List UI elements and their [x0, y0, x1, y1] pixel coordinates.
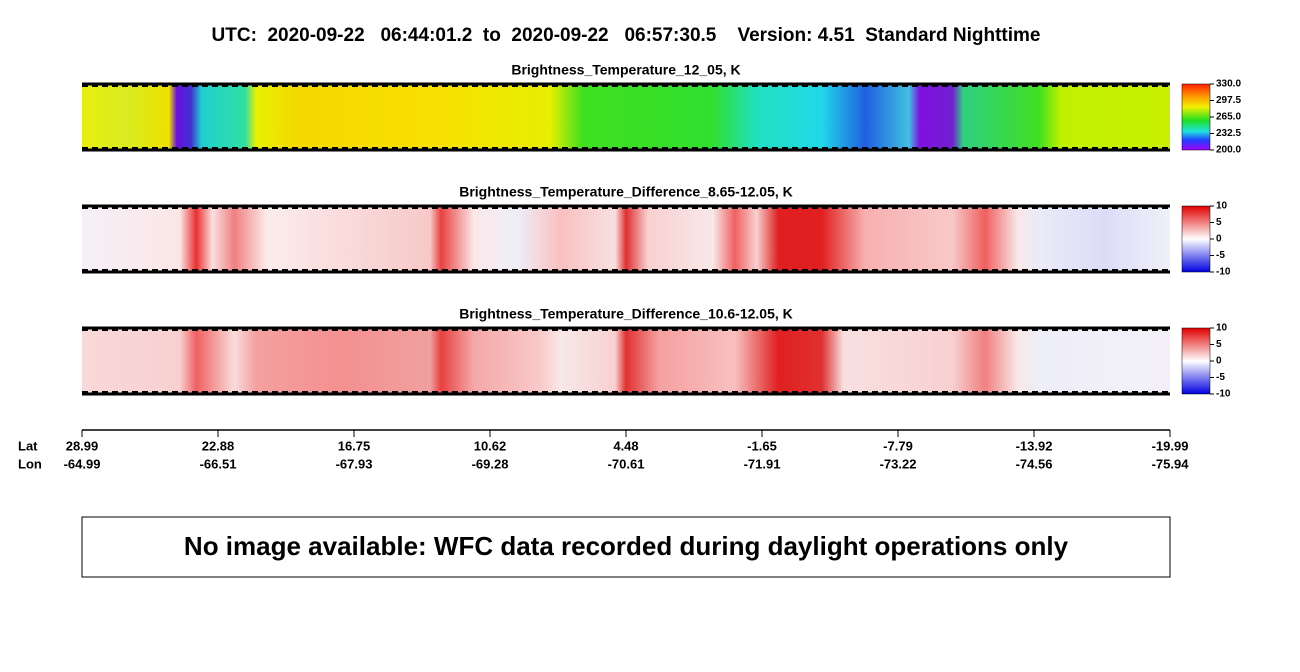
lat-label: Lat [18, 438, 38, 453]
colorbar-tick-label: 330.0 [1216, 79, 1241, 90]
lat-tick-label: -1.65 [747, 438, 777, 453]
colorbar-tick-label: 0 [1216, 356, 1222, 367]
colorbar-tick-label: 5 [1216, 217, 1222, 228]
colorbar-tick-label: -5 [1216, 372, 1225, 383]
lon-tick-label: -74.56 [1016, 456, 1053, 471]
lat-tick-label: 28.99 [66, 438, 99, 453]
lat-tick-label: -7.79 [883, 438, 913, 453]
colorbar-tick-label: -5 [1216, 250, 1225, 261]
image-strip [82, 84, 1170, 150]
colorbar-tick-label: 297.5 [1216, 95, 1241, 106]
message: No image available: WFC data recorded du… [184, 531, 1069, 561]
lon-tick-label: -67.93 [336, 456, 373, 471]
colorbar-tick-label: 200.0 [1216, 145, 1241, 156]
colorbar [1181, 83, 1211, 151]
colorbar-tick-label: 10 [1216, 201, 1228, 212]
lon-tick-label: -70.61 [608, 456, 645, 471]
lat-tick-label: 4.48 [613, 438, 638, 453]
colorbar-tick-label: 0 [1216, 234, 1222, 245]
lon-tick-label: -75.94 [1152, 456, 1190, 471]
lon-tick-label: -73.22 [880, 456, 917, 471]
colorbar-tick-label: 10 [1216, 323, 1228, 334]
lon-tick-label: -69.28 [472, 456, 509, 471]
colorbar-tick-label: 265.0 [1216, 112, 1241, 123]
lon-tick-label: -66.51 [200, 456, 237, 471]
lon-tick-label: -71.91 [744, 456, 781, 471]
colorbar-tick-label: 232.5 [1216, 128, 1241, 139]
lat-tick-label: 16.75 [338, 438, 371, 453]
colorbar [1181, 205, 1211, 273]
lat-tick-label: -13.92 [1016, 438, 1053, 453]
lon-label: Lon [18, 456, 42, 471]
colorbar-tick-label: -10 [1216, 267, 1231, 278]
lat-tick-label: 22.88 [202, 438, 235, 453]
colorbar-tick-label: -10 [1216, 389, 1231, 400]
lat-tick-label: 10.62 [474, 438, 507, 453]
lat-tick-label: -19.99 [1152, 438, 1189, 453]
title: UTC: 2020-09-22 06:44:01.2 to 2020-09-22… [212, 25, 1041, 46]
image-strip [82, 206, 1170, 272]
panel-title: Brightness_Temperature_Difference_8.65-1… [459, 184, 793, 200]
panel-title: Brightness_Temperature_Difference_10.6-1… [459, 306, 793, 322]
image-strip [82, 328, 1170, 394]
message-box [81, 516, 1171, 578]
colorbar-tick-label: 5 [1216, 339, 1222, 350]
panel-title: Brightness_Temperature_12_05, K [511, 62, 740, 78]
colorbar [1181, 327, 1211, 395]
lon-tick-label: -64.99 [64, 456, 101, 471]
